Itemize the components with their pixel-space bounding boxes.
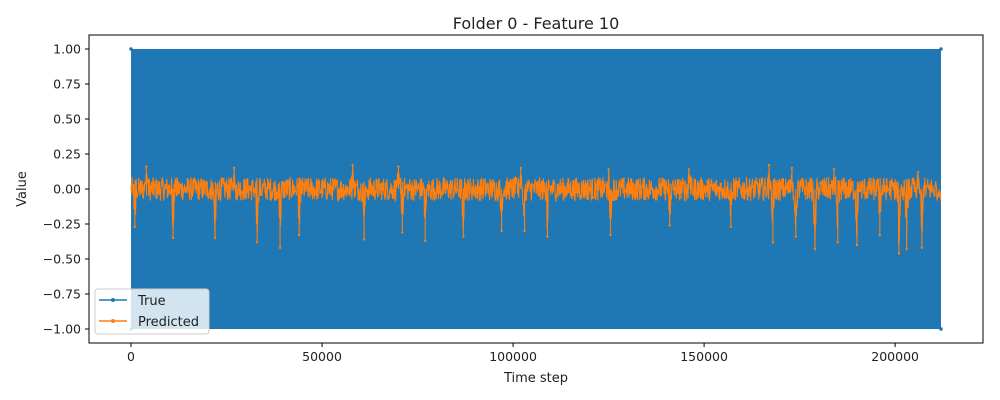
predicted-spike-point	[607, 168, 610, 171]
predicted-spike-point	[916, 171, 920, 174]
predicted-spike-point	[232, 166, 236, 170]
predicted-spike-point	[278, 246, 282, 249]
predicted-spike-point	[401, 231, 404, 234]
y-axis-label: Value	[15, 171, 30, 207]
y-tick-label: −1.00	[43, 322, 81, 337]
legend: True Predicted	[94, 288, 210, 335]
y-tick-label: 0.25	[53, 147, 81, 162]
y-tick-label: 1.00	[53, 42, 81, 57]
series-predicted	[130, 164, 942, 255]
predicted-spike-point	[920, 246, 924, 249]
legend-marker	[111, 298, 115, 302]
predicted-spike-point	[668, 224, 671, 227]
x-tick-label: 50000	[302, 349, 342, 364]
true-marker	[939, 47, 943, 51]
legend-marker	[111, 319, 115, 323]
predicted-spike-point	[878, 234, 882, 237]
predicted-spike-point	[771, 241, 775, 244]
predicted-spike-point	[937, 194, 941, 198]
predicted-spike-point	[500, 229, 503, 233]
x-tick-label: 200000	[871, 349, 919, 364]
predicted-spike-point	[523, 229, 526, 233]
predicted-spike-point	[397, 165, 400, 168]
y-tick-label: 0.00	[53, 182, 81, 197]
legend-label: Predicted	[138, 315, 199, 330]
predicted-spike-point	[729, 225, 733, 228]
legend-label: True	[137, 294, 166, 309]
predicted-spike-point	[790, 166, 794, 170]
y-tick-label: −0.50	[43, 252, 81, 267]
true-marker	[939, 327, 943, 331]
predicted-spike-point	[519, 166, 522, 170]
predicted-spike-point	[362, 238, 366, 241]
y-tick-label: −0.25	[43, 217, 81, 232]
predicted-spike-point	[255, 241, 259, 244]
predicted-spike-point	[813, 248, 817, 251]
predicted-spike-point	[794, 235, 797, 238]
predicted-spike-point	[462, 235, 465, 238]
predicted-spike-point	[351, 164, 354, 167]
predicted-spike-point	[213, 236, 217, 240]
predicted-spike-point	[133, 225, 137, 228]
legend-entry: True	[99, 294, 166, 309]
predicted-line	[130, 165, 942, 254]
predicted-spike-point	[836, 241, 840, 244]
x-axis: 0 50000 100000 150000 200000	[127, 343, 919, 364]
y-axis: 1.00 0.75 0.50 0.25 0.00 −0.25 −0.50 −0.75 −1.00	[43, 42, 89, 337]
y-tick-label: 0.50	[53, 112, 81, 127]
true-marker	[129, 47, 133, 51]
predicted-spike-point	[687, 168, 691, 171]
y-tick-label: 0.75	[53, 77, 81, 92]
chart-title: Folder 0 - Feature 10	[453, 14, 620, 33]
y-tick-label: −0.75	[43, 287, 81, 302]
predicted-spike-point	[145, 165, 148, 168]
predicted-spike-point	[424, 239, 427, 242]
predicted-spike-point	[171, 236, 175, 240]
x-tick-label: 0	[127, 349, 135, 364]
legend-entry: Predicted	[99, 315, 199, 330]
series-layer	[129, 47, 943, 331]
predicted-spike-point	[832, 168, 836, 171]
predicted-spike-point	[767, 164, 771, 167]
predicted-spike-point	[897, 252, 901, 255]
x-axis-label: Time step	[503, 371, 568, 386]
predicted-spike-point	[546, 235, 549, 238]
predicted-spike-point	[297, 234, 301, 237]
predicted-spike-point	[855, 243, 859, 247]
x-tick-label: 150000	[680, 349, 728, 364]
predicted-spike-point	[905, 248, 908, 251]
predicted-spike-point	[609, 234, 612, 237]
x-tick-label: 100000	[489, 349, 537, 364]
